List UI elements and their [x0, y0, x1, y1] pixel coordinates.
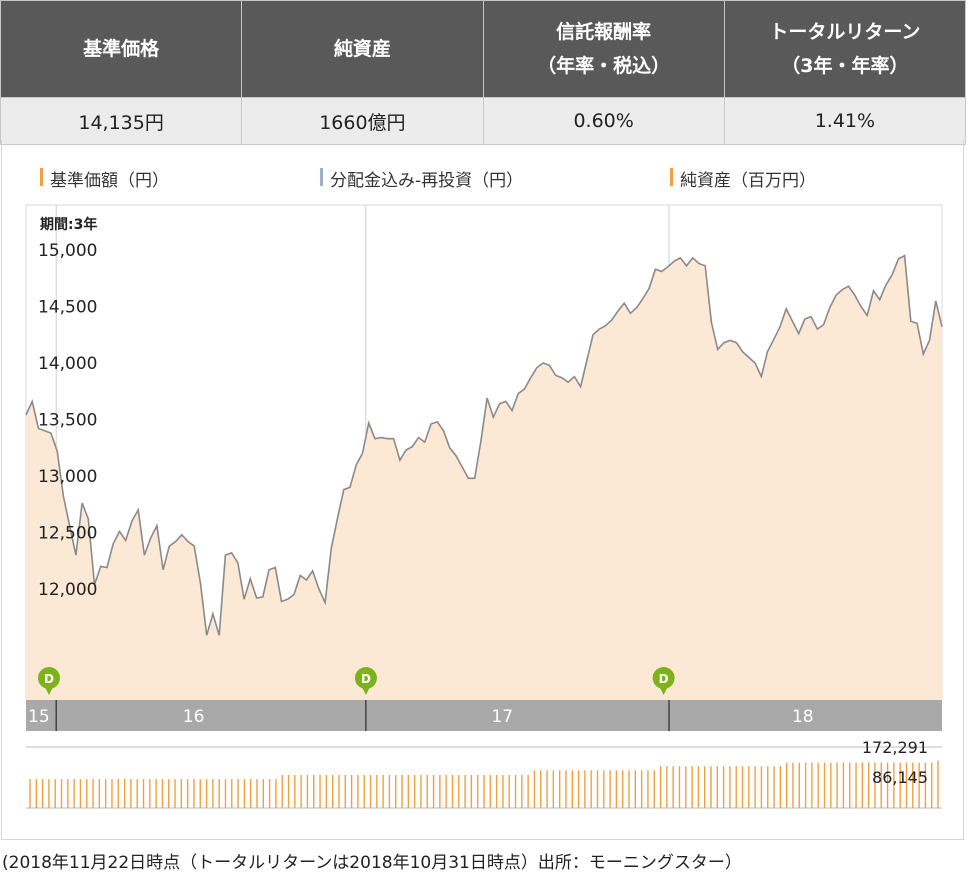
- source-footnote: (2018年11月22日時点（トータルリターンは2018年10月31日時点）出所…: [2, 853, 742, 873]
- y-tick-label: 14,500: [38, 298, 97, 318]
- dividend-marker-label: D: [659, 672, 669, 686]
- dividend-marker-icon: [652, 667, 675, 689]
- x-tick-label: 15: [28, 707, 50, 727]
- dividend-marker-pin: [361, 687, 370, 695]
- dividend-marker-icon: [354, 667, 377, 689]
- dividend-marker-pin: [44, 687, 53, 695]
- reinvested-line: [25, 254, 943, 636]
- bar-tick-label: 172,291: [862, 738, 928, 757]
- header-nav: 基準価格: [0, 0, 243, 98]
- y-tick-label: 15,000: [38, 241, 97, 261]
- x-tick-label: 18: [792, 707, 814, 727]
- period-label: 期間:3年: [40, 216, 97, 233]
- header-total-return: トータルリターン （3年・年率）: [723, 0, 967, 98]
- chart-frame: [1, 140, 964, 840]
- y-tick-label: 12,500: [38, 524, 97, 544]
- x-axis-band: [26, 700, 942, 731]
- dividend-marker-pin: [659, 687, 668, 695]
- bar-tick-label: 86,145: [872, 768, 928, 787]
- value-nav: 14,135円: [0, 97, 243, 145]
- dividend-marker-label: D: [361, 672, 371, 686]
- y-tick-label: 12,000: [38, 580, 97, 600]
- x-tick-label: 16: [183, 707, 205, 727]
- legend-net-assets[interactable]: 純資産（百万円）: [670, 166, 816, 191]
- value-net-assets: 1660億円: [241, 97, 484, 145]
- x-tick-label: 17: [491, 707, 513, 727]
- value-total-return: 1.41%: [723, 97, 967, 145]
- dividend-marker-label: D: [44, 672, 54, 686]
- legend-nav[interactable]: 基準価額（円）: [40, 166, 169, 191]
- dividend-marker-icon: [37, 667, 60, 689]
- y-tick-label: 13,000: [38, 467, 97, 487]
- y-tick-label: 13,500: [38, 411, 97, 431]
- header-trust-fee: 信託報酬率 （年率・税込）: [482, 0, 725, 98]
- y-tick-label: 14,000: [38, 354, 97, 374]
- value-trust-fee: 0.60%: [482, 97, 725, 145]
- fund-summary-table: 基準価格 純資産 信託報酬率 （年率・税込） トータルリターン （3年・年率） 14…: [0, 0, 967, 145]
- legend-reinvested[interactable]: 分配金込み-再投資（円）: [320, 166, 523, 191]
- nav-area: [26, 255, 942, 700]
